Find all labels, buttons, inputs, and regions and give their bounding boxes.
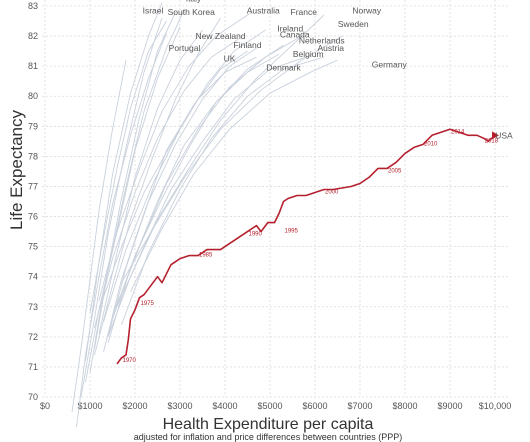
year-label: 1975	[141, 301, 155, 307]
country-label: Austria	[318, 43, 345, 53]
y-tick-label: 79	[28, 121, 38, 131]
x-tick-label: $7000	[347, 401, 372, 411]
country-line	[103, 29, 266, 322]
country-line	[121, 56, 325, 325]
y-tick-label: 71	[28, 362, 38, 372]
y-tick-label: 72	[28, 332, 38, 342]
year-label: 1985	[199, 253, 213, 259]
x-tick-label: $6000	[302, 401, 327, 411]
country-line	[107, 47, 257, 337]
country-line	[116, 56, 307, 307]
x-tick-label: $2000	[122, 401, 147, 411]
y-axis-ticks: 70 71 72 73 74 75 76 77 78 79 80 81 82 83	[28, 1, 38, 402]
country-label: Ireland	[277, 24, 303, 34]
y-tick-label: 75	[28, 242, 38, 252]
country-label: Netherlands	[299, 36, 345, 46]
country-line	[71, 60, 127, 413]
year-label: 2014	[451, 129, 465, 135]
country-line	[94, 38, 239, 328]
y-tick-label: 77	[28, 181, 38, 191]
usa-line	[116, 128, 496, 365]
country-label: Germany	[372, 60, 408, 70]
year-label: 2010	[424, 141, 438, 147]
country-line	[85, 26, 181, 383]
country-label: Belgium	[293, 49, 324, 59]
country-label: Canada	[280, 30, 310, 40]
y-tick-label: 73	[28, 302, 38, 312]
country-line	[85, 2, 163, 361]
usa-label: USA	[495, 130, 513, 140]
other-country-lines	[71, 2, 343, 428]
x-tick-label: $3000	[167, 401, 192, 411]
country-label: New Zealand	[195, 31, 245, 41]
year-label: 1970	[123, 358, 137, 364]
x-tick-label: $8000	[392, 401, 417, 411]
x-tick-label: $4000	[212, 401, 237, 411]
year-label: 2000	[325, 189, 339, 195]
country-line	[107, 14, 325, 337]
country-label: Israel	[143, 6, 164, 16]
country-labels: Italy Israel South Korea Australia France Nor…	[143, 0, 513, 140]
country-line	[89, 20, 167, 313]
country-line	[130, 59, 338, 292]
x-tick-label: $0	[40, 401, 50, 411]
country-line	[94, 17, 221, 356]
usa-series	[116, 128, 499, 365]
country-label: Italy	[186, 0, 202, 3]
x-axis-ticks: $0 $1000 $2000 $3000 $4000 $5000 $6000 $7000 $80…	[40, 401, 511, 411]
country-label: Finland	[234, 40, 262, 50]
usa-line-arrowhead	[492, 131, 499, 140]
country-line	[103, 50, 248, 353]
x-tick-label: $1000	[77, 401, 102, 411]
country-line	[112, 35, 302, 316]
country-label: UK	[224, 54, 236, 64]
y-tick-label: 81	[28, 61, 38, 71]
y-tick-label: 78	[28, 151, 38, 161]
country-line	[89, 11, 176, 373]
x-tick-label: $5000	[257, 401, 282, 411]
country-label: Portugal	[169, 43, 201, 53]
usa-year-labels: 1970 1975 1985 1990 1995 2000 2005 2010 2014 2018	[123, 129, 499, 364]
country-line	[80, 17, 163, 398]
y-tick-label: 76	[28, 212, 38, 222]
country-label: Australia	[247, 6, 280, 16]
y-axis-title: Life Expectancy	[7, 109, 26, 230]
country-label: Denmark	[266, 63, 301, 73]
country-label: France	[291, 7, 318, 17]
country-line	[98, 29, 203, 334]
country-label: Sweden	[338, 19, 369, 29]
country-line	[98, 11, 253, 301]
y-tick-label: 83	[28, 1, 38, 11]
y-tick-label: 74	[28, 272, 38, 282]
country-line	[98, 56, 257, 310]
x-tick-label: $10,000	[479, 401, 512, 411]
year-label: 1995	[285, 229, 299, 235]
y-tick-label: 80	[28, 91, 38, 101]
year-label: 2005	[388, 168, 402, 174]
country-label: South Korea	[168, 7, 216, 17]
year-label: 1990	[249, 232, 263, 238]
y-tick-label: 70	[28, 392, 38, 402]
y-tick-label: 82	[28, 31, 38, 41]
country-line	[76, 32, 167, 428]
year-label: 2018	[485, 138, 499, 144]
x-axis-title: Health Expenditure per capita	[163, 416, 374, 433]
country-label: Norway	[352, 6, 382, 16]
x-tick-label: $9000	[437, 401, 462, 411]
x-axis-subtitle: adjusted for inflation and price differe…	[134, 432, 403, 442]
